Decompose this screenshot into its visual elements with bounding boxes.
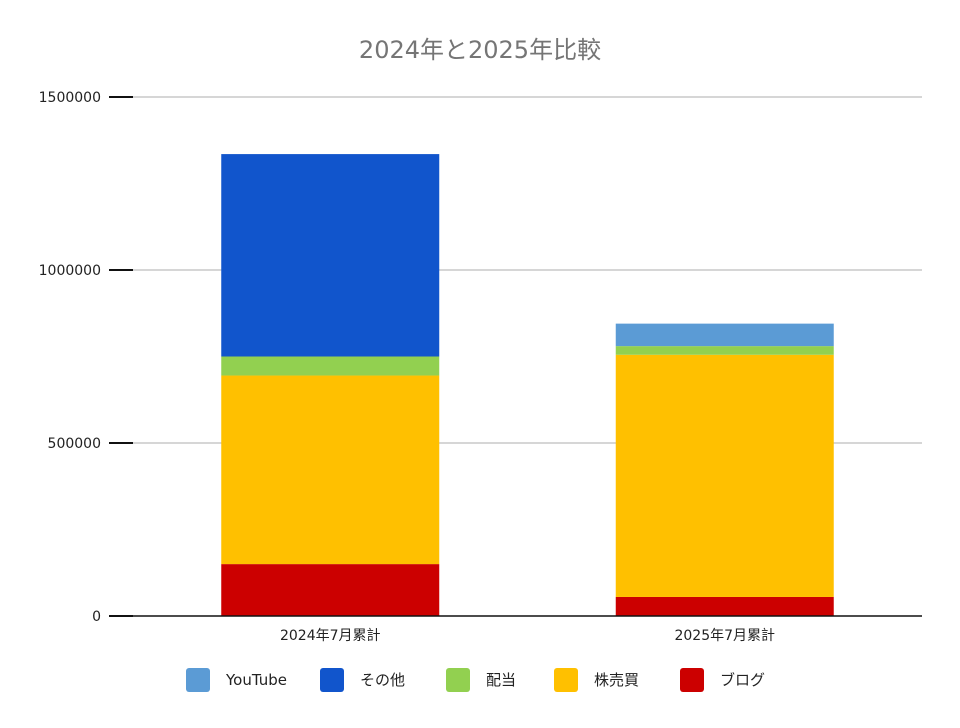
x-tick-label: 2024年7月累計 <box>280 628 381 644</box>
y-tick-label: 1500000 <box>39 90 101 106</box>
legend-label: 配当 <box>486 671 516 689</box>
legend-label: YouTube <box>225 671 287 689</box>
x-tick-label: 2025年7月累計 <box>674 628 775 644</box>
x-axis: 2024年7月累計 2025年7月累計 <box>133 615 922 644</box>
bars <box>221 154 834 616</box>
legend-label: その他 <box>360 671 405 689</box>
legend-swatch <box>554 668 578 692</box>
legend-label: ブログ <box>720 671 765 689</box>
legend-swatch <box>680 668 704 692</box>
legend-swatch <box>186 668 210 692</box>
chart-title: 2024年と2025年比較 <box>359 36 601 64</box>
legend: YouTube その他 配当 株売買 ブログ <box>186 668 765 692</box>
bar-segment <box>221 356 440 376</box>
y-tick-label: 0 <box>92 609 101 625</box>
bar-segment <box>221 375 440 565</box>
bar-segment <box>615 596 834 616</box>
legend-label: 株売買 <box>594 671 639 689</box>
bar-segment <box>221 154 440 357</box>
y-tick-label: 500000 <box>48 436 101 452</box>
y-axis: 0 500000 1000000 1500000 <box>39 90 133 625</box>
legend-swatch <box>320 668 344 692</box>
legend-swatch <box>446 668 470 692</box>
y-tick-label: 1000000 <box>39 263 101 279</box>
bar-segment <box>615 323 834 347</box>
bar-segment <box>221 564 440 616</box>
bar-segment <box>615 346 834 355</box>
bar-segment <box>615 354 834 597</box>
